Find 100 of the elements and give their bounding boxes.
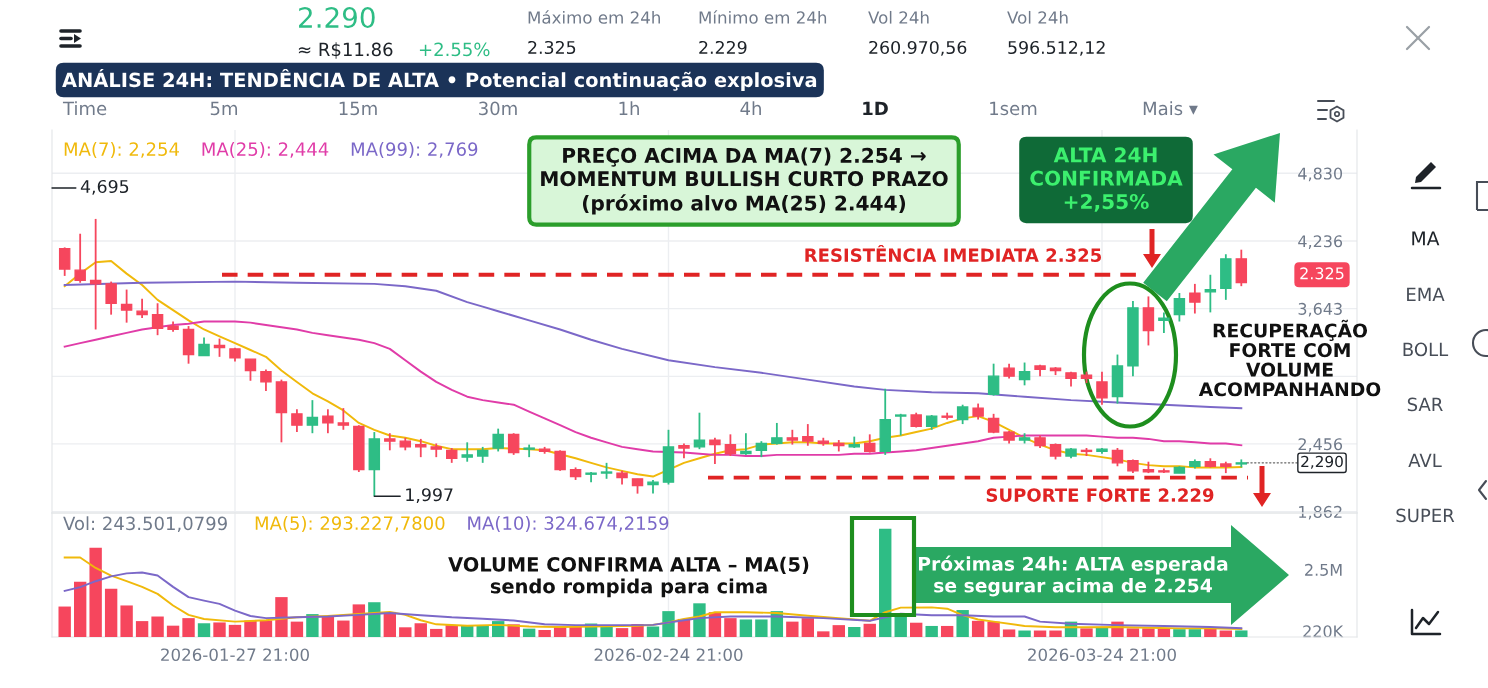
bar xyxy=(940,625,954,637)
text: 15m xyxy=(339,101,377,116)
candlestick xyxy=(58,246,71,277)
annotation: 1,997 xyxy=(406,488,453,504)
bar xyxy=(166,625,180,637)
text: SUPER xyxy=(1396,508,1455,523)
y-tick-label: 1,862 xyxy=(1299,505,1342,520)
bar xyxy=(1219,630,1233,637)
text: MA(7): 2,254 xyxy=(64,142,179,159)
y-tick-label: 3,643 xyxy=(1298,302,1342,317)
bar xyxy=(399,627,412,637)
candlestick xyxy=(740,432,752,456)
annotation: 2.325 xyxy=(1300,267,1344,280)
y-tick-label: 220K xyxy=(1303,625,1344,638)
text: +2.55% xyxy=(419,42,490,57)
bar xyxy=(1033,630,1047,637)
bar xyxy=(971,620,985,637)
bar xyxy=(925,625,938,637)
candlestick xyxy=(1158,311,1170,334)
annotation: Vol: 243.501,0799 xyxy=(63,516,227,533)
bar xyxy=(321,616,335,637)
bar xyxy=(445,625,458,637)
bar xyxy=(228,624,242,637)
annotation: 2,290 xyxy=(1301,455,1343,469)
text: Vol 24h xyxy=(1007,10,1068,24)
y-tick-label: 2.5M xyxy=(1305,563,1342,576)
bar xyxy=(522,628,536,637)
text: 260.970,56 xyxy=(869,40,967,56)
candlestick xyxy=(89,218,102,331)
candlestick xyxy=(1235,248,1248,288)
candlestick xyxy=(956,403,969,425)
bar xyxy=(1049,630,1062,637)
candlestick xyxy=(198,336,210,357)
bar xyxy=(755,619,768,637)
bar xyxy=(290,621,304,637)
bar xyxy=(801,618,815,637)
bar xyxy=(104,588,118,637)
text: BOLL xyxy=(1403,342,1449,357)
text: Mínimo em 24h xyxy=(699,10,827,24)
text: 1D xyxy=(863,101,888,115)
candlestick xyxy=(306,399,319,435)
bar xyxy=(1173,629,1186,637)
candlestick xyxy=(260,368,272,392)
candlestick xyxy=(1111,447,1124,468)
bar xyxy=(58,606,71,637)
bar xyxy=(786,621,799,637)
bar xyxy=(414,623,427,637)
candlestick xyxy=(461,441,473,463)
annotation: 4,695 xyxy=(80,179,129,195)
annotation: PREÇO ACIMA DA MA(7) 2.254 → MOMENTUM BULLISH CURTO PRAZO (próximo alvo MA(25) 2.444) xyxy=(541,147,948,215)
bar xyxy=(879,528,892,637)
text: 1h xyxy=(619,101,639,115)
line-series xyxy=(63,556,1243,631)
bar xyxy=(817,631,830,637)
candlestick xyxy=(1204,273,1217,314)
candlestick xyxy=(693,411,706,451)
candlestick xyxy=(120,288,133,324)
bar xyxy=(73,581,87,637)
bar xyxy=(89,547,102,637)
text: 1sem xyxy=(990,101,1037,116)
bar xyxy=(910,622,923,637)
annotation: Próximas 24h: ALTA esperada se segurar acima de 2.254 xyxy=(918,555,1228,597)
bar xyxy=(1095,627,1109,637)
text: MA(99): 2,769 xyxy=(351,142,478,159)
bar xyxy=(739,619,753,637)
candlestick xyxy=(492,427,504,453)
text: 5m xyxy=(210,101,238,116)
candlestick xyxy=(291,408,303,433)
bar xyxy=(662,611,675,637)
candlestick xyxy=(987,362,1000,397)
bar xyxy=(987,621,1000,637)
candlestick xyxy=(1173,292,1186,323)
bar xyxy=(213,622,226,637)
bar xyxy=(275,597,288,637)
text: MA xyxy=(1412,231,1440,246)
annotation: RESISTÊNCIA IMEDIATA 2.325 xyxy=(805,245,1102,262)
text: 2.229 xyxy=(699,40,747,55)
bar xyxy=(197,623,211,637)
candlestick xyxy=(864,433,876,454)
candlestick xyxy=(337,407,350,431)
y-tick-label: 4,830 xyxy=(1298,167,1343,182)
bar xyxy=(1188,629,1202,637)
bar xyxy=(600,626,613,637)
candlestick xyxy=(507,432,520,456)
bar xyxy=(306,614,319,637)
bar xyxy=(863,623,876,637)
text: ≈ R$11.86 xyxy=(298,42,393,59)
x-tick-label: 2026-01-27 21:00 xyxy=(161,648,309,662)
candlestick xyxy=(136,297,148,319)
text: 30m xyxy=(479,101,517,116)
text: MA(10): 324.674,2159 xyxy=(468,516,669,533)
bar xyxy=(1235,630,1248,637)
annotation: SUPORTE FORTE 2.229 xyxy=(986,488,1214,502)
bar xyxy=(337,620,350,637)
text: Mais ▾ xyxy=(1143,101,1198,116)
annotation: RECUPERAÇÃO FORTE COM VOLUME ACOMPANHANDO xyxy=(1198,319,1381,397)
bar xyxy=(538,629,551,637)
bar xyxy=(151,616,164,637)
text: 2.290 xyxy=(299,7,375,29)
bar xyxy=(368,602,381,637)
